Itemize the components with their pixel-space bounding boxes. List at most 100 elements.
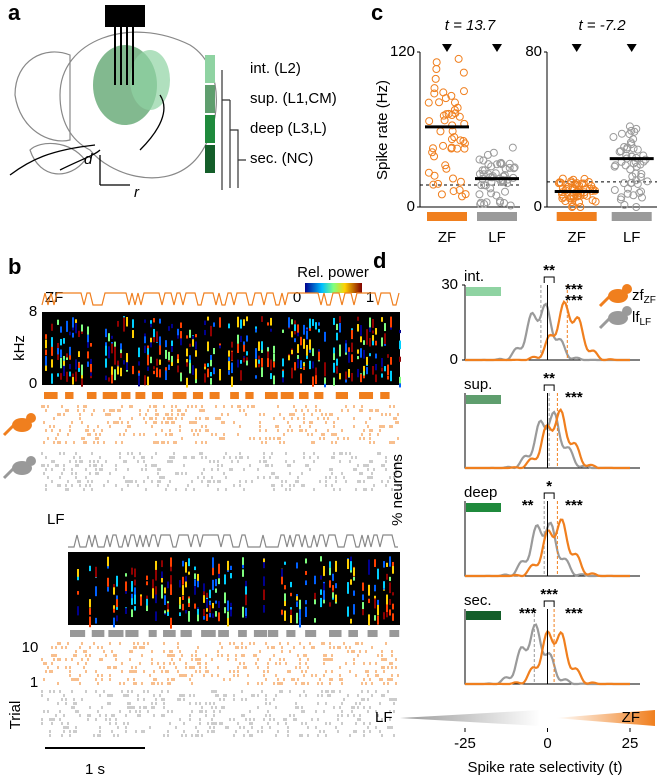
cell-dot xyxy=(477,181,486,190)
cell-dot xyxy=(643,177,652,186)
spectro-stripe xyxy=(323,566,325,576)
syllable-bar xyxy=(151,392,164,399)
spectro-stripe xyxy=(156,358,158,366)
cell-dot xyxy=(475,155,484,164)
spectro-stripe xyxy=(329,602,331,607)
spectro-stripe xyxy=(230,573,232,579)
spectro-stripe xyxy=(117,360,119,370)
cell-dot xyxy=(483,150,492,159)
cell-dot xyxy=(432,58,441,67)
spectro-stripe xyxy=(195,334,197,338)
cell-dot xyxy=(572,179,581,188)
cell-dot xyxy=(497,158,506,167)
spectro-stripe xyxy=(146,598,148,606)
spectro-stripe xyxy=(75,322,77,334)
region-swatch xyxy=(466,287,501,296)
cell-dot xyxy=(623,184,632,193)
spectro-stripe xyxy=(392,603,394,610)
spectro-stripe xyxy=(306,327,308,331)
spectro-stripe xyxy=(357,349,359,354)
cell-dot xyxy=(434,179,443,188)
cell-dot xyxy=(584,178,593,187)
spectro-stripe xyxy=(95,617,97,624)
spectro-stripe xyxy=(108,346,110,358)
spectro-stripe xyxy=(245,607,247,617)
y-axis-label: Spike rate (Hz) xyxy=(374,80,391,180)
spectro-stripe xyxy=(357,368,359,378)
spectro-stripe xyxy=(297,357,299,369)
spectro-stripe xyxy=(215,611,217,617)
syllable-bar xyxy=(209,392,220,399)
spectro-stripe xyxy=(389,599,391,605)
cell-dot xyxy=(576,203,585,211)
spectro-stripe xyxy=(231,351,233,360)
spectro-stripe xyxy=(126,362,128,371)
spectro-stripe xyxy=(377,615,379,625)
spectro-stripe xyxy=(281,576,283,585)
region-label: sup. xyxy=(464,376,492,393)
spectro-stripe xyxy=(270,317,272,326)
y-tick-label: 0 xyxy=(534,198,542,215)
spectro-stripe xyxy=(156,367,158,378)
trial-tick: 10 xyxy=(22,639,39,656)
spectro-stripe xyxy=(111,343,113,354)
region-swatch xyxy=(205,145,215,173)
spectro-stripe xyxy=(230,602,232,607)
spectro-stripe xyxy=(186,348,188,357)
spectro-stripe xyxy=(368,598,370,604)
spectro-stripe xyxy=(167,581,169,589)
syllable-bar xyxy=(367,630,378,637)
cell-dot xyxy=(627,126,636,135)
amplitude-envelope xyxy=(68,534,398,548)
spectro-stripe xyxy=(288,355,290,361)
spectro-stripe xyxy=(159,318,161,324)
spectro-stripe xyxy=(207,363,209,367)
spectro-stripe xyxy=(336,358,338,366)
spectro-stripe xyxy=(366,334,368,345)
spectro-stripe xyxy=(237,334,239,344)
spectro-stripe xyxy=(353,567,355,576)
spectro-stripe xyxy=(212,602,214,609)
spectro-stripe xyxy=(171,323,173,329)
spectro-stripe xyxy=(347,606,349,617)
spectro-stripe xyxy=(263,605,265,613)
spectro-stripe xyxy=(333,377,335,386)
spectro-stripe xyxy=(261,341,263,351)
spectro-stripe xyxy=(180,322,182,328)
cell-dot xyxy=(447,144,456,153)
spectro-stripe xyxy=(66,353,68,358)
syllable-bar xyxy=(359,392,374,399)
spectro-stripe xyxy=(203,608,205,617)
spectro-stripe xyxy=(230,609,232,617)
spectro-stripe xyxy=(206,599,208,609)
spectro-stripe xyxy=(75,359,77,370)
spectro-stripe xyxy=(152,588,154,599)
y-tick-label: 80 xyxy=(525,43,542,60)
y-tick-label: 30 xyxy=(441,276,458,293)
y-axis-label: % neurons xyxy=(389,454,406,526)
spectro-stripe xyxy=(231,362,233,374)
spectro-stripe xyxy=(155,560,157,572)
syllable-bar xyxy=(218,630,229,637)
spectro-stripe xyxy=(243,357,245,363)
spectro-stripe xyxy=(362,602,364,610)
cell-dot xyxy=(638,193,647,202)
cell-dot xyxy=(623,143,632,152)
spectro-stripe xyxy=(60,373,62,380)
spectro-stripe xyxy=(213,347,215,352)
bracket xyxy=(543,600,555,607)
spectro-stripe xyxy=(255,359,257,368)
spectro-stripe xyxy=(179,580,181,588)
spectro-stripe xyxy=(353,590,355,596)
spectro-stripe xyxy=(192,335,194,342)
spectro-stripe xyxy=(195,368,197,380)
spectro-stripe xyxy=(195,341,197,350)
spectro-stripe xyxy=(297,332,299,337)
spectro-stripe xyxy=(107,556,109,567)
syllable-bar xyxy=(201,630,216,637)
tree xyxy=(221,70,246,190)
spectro-stripe xyxy=(89,616,91,628)
spectro-stripe xyxy=(60,349,62,358)
spectro-stripe xyxy=(314,595,316,605)
spectro-stripe xyxy=(237,316,239,328)
